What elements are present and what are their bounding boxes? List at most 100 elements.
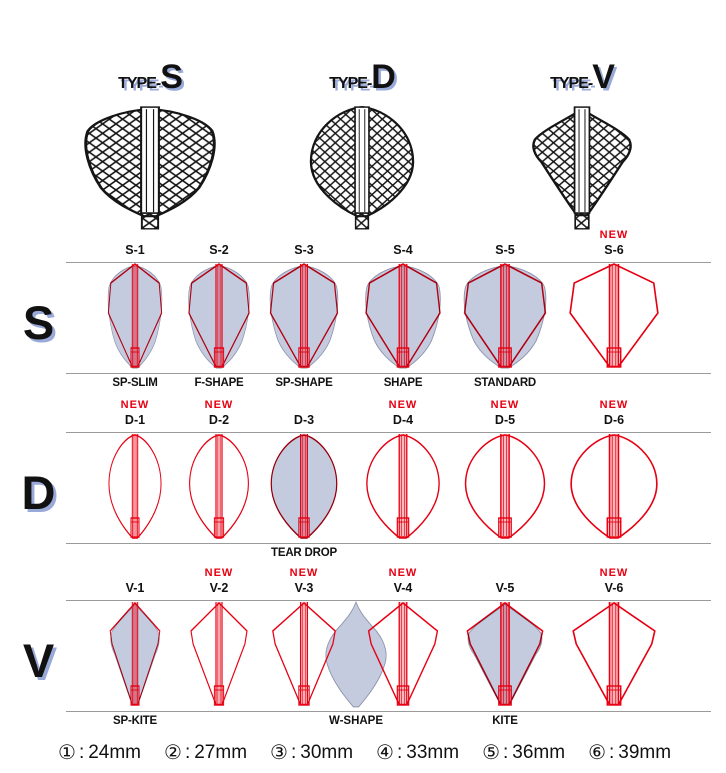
drawing-shaft xyxy=(354,106,370,214)
size-legend-item-6: ⑥ : 39mm xyxy=(588,740,671,765)
shaft-graphic xyxy=(130,434,140,538)
new-badge-D-5: NEW xyxy=(490,399,520,411)
flight-cell-S-4: S-4 SHAPE xyxy=(360,229,446,391)
flight-outline xyxy=(570,434,658,539)
size-legend-item-4: ④ : 33mm xyxy=(376,740,459,765)
flight-cell-S-3: S-3 SP-SHAPE xyxy=(265,229,343,391)
size-legend-item-1: ① : 24mm xyxy=(58,740,141,765)
type-d-drawing xyxy=(309,106,415,230)
type-s-heading: TYPE-S xyxy=(85,58,215,97)
new-badge-V-1 xyxy=(133,567,137,580)
flight-label-D-1 xyxy=(134,545,137,561)
new-badge-S-3 xyxy=(302,229,306,242)
shaft-graphic xyxy=(213,602,225,706)
flight-id-V-2: V-2 xyxy=(209,581,229,595)
flight-cell-S-2: S-2 F-SHAPE xyxy=(184,229,254,391)
legend-size-value: 39mm xyxy=(618,741,672,763)
flight-D-2 xyxy=(189,434,249,539)
flight-D-6 xyxy=(570,434,658,539)
legend-separator: : xyxy=(184,741,191,763)
circled-number-icon: ⑤ xyxy=(482,742,500,764)
flight-outline xyxy=(464,434,546,539)
flight-cell-V-3: NEW V-3 xyxy=(265,567,343,729)
shaft-graphic xyxy=(606,602,622,706)
legend-size-value: 27mm xyxy=(194,741,248,763)
flight-label-S-4: SHAPE xyxy=(383,377,423,389)
row-letter-V: V xyxy=(22,634,54,687)
type-v-heading: TYPE-V xyxy=(517,58,647,97)
new-badge-S-4 xyxy=(401,229,405,242)
new-badge-V-6: NEW xyxy=(599,567,629,579)
row-letter-S: S xyxy=(22,296,54,349)
row-V-top-rule xyxy=(66,600,711,601)
shaft-graphic xyxy=(298,434,310,538)
flight-id-D-2: D-2 xyxy=(208,413,230,427)
legend-separator: : xyxy=(503,741,509,763)
flight-V-3 xyxy=(272,602,336,706)
new-badge-S-6: NEW xyxy=(599,229,629,241)
flight-id-S-1: S-1 xyxy=(125,243,145,257)
flight-cell-D-4: NEW D-4 xyxy=(360,399,446,561)
w-shape-label: W-SHAPE xyxy=(328,715,384,727)
flight-S-6 xyxy=(569,263,659,368)
shaft-graphic xyxy=(498,602,512,706)
flight-label-V-1: SP-KITE xyxy=(113,715,157,727)
flight-cell-V-6: NEW V-6 xyxy=(563,567,665,729)
legend-size-value: 36mm xyxy=(512,741,566,763)
flight-label-D-6 xyxy=(613,545,616,561)
circled-number-icon: ③ xyxy=(270,742,288,764)
flight-id-V-4: V-4 xyxy=(393,581,413,595)
new-badge-D-1: NEW xyxy=(120,399,150,411)
type-d-prefix: TYPE- xyxy=(329,75,372,92)
flight-cell-S-5: S-5 STANDARD xyxy=(458,229,552,391)
flight-cell-D-1: NEW D-1 xyxy=(104,399,166,561)
drawing-shaft xyxy=(573,106,591,214)
type-d-heading: TYPE-D xyxy=(297,58,427,97)
flight-V-4 xyxy=(367,602,439,706)
type-v-drawing xyxy=(532,106,632,230)
drawing-protector xyxy=(574,212,590,230)
size-legend-item-5: ⑤ : 36mm xyxy=(482,740,565,765)
new-badge-D-4: NEW xyxy=(388,399,418,411)
drawing-protector xyxy=(354,212,370,230)
flight-label-S-3: SP-SHAPE xyxy=(275,377,333,389)
flight-cell-V-2: NEW V-2 xyxy=(184,567,254,729)
row-S-top-rule xyxy=(66,262,711,263)
shaft-graphic xyxy=(396,264,410,368)
flight-V-6 xyxy=(572,602,656,706)
flight-cell-V-1: V-1 SP-KITE xyxy=(104,567,166,729)
new-badge-V-2: NEW xyxy=(204,567,234,579)
new-badge-S-5 xyxy=(503,229,507,242)
flight-id-S-5: S-5 xyxy=(495,243,515,257)
flight-V-2 xyxy=(190,602,248,706)
flight-label-V-5: KITE xyxy=(492,715,518,727)
type-s-letter: S xyxy=(160,58,183,96)
flight-D-4 xyxy=(366,434,440,539)
flight-id-D-1: D-1 xyxy=(124,413,146,427)
flight-id-S-2: S-2 xyxy=(209,243,229,257)
new-badge-D-6: NEW xyxy=(599,399,629,411)
flight-id-V-5: V-5 xyxy=(495,581,515,595)
flight-D-5 xyxy=(464,434,546,539)
size-legend-item-3: ③ : 30mm xyxy=(270,740,353,765)
row-V-bottom-rule xyxy=(66,711,711,712)
flight-label-S-6 xyxy=(613,375,616,391)
type-d-letter: D xyxy=(371,58,396,96)
new-badge-D-2: NEW xyxy=(204,399,234,411)
shaft-graphic xyxy=(298,264,310,368)
flight-S-1 xyxy=(107,263,163,369)
shaft-graphic xyxy=(498,264,512,368)
drawing-protector xyxy=(140,212,160,230)
legend-separator: : xyxy=(78,741,85,763)
flight-outline xyxy=(189,434,249,539)
shaft-graphic xyxy=(606,434,622,538)
legend-size-value: 30mm xyxy=(300,741,354,763)
flight-V-5 xyxy=(466,602,544,706)
flight-cell-S-6: NEW S-6 xyxy=(563,229,665,391)
flight-label-V-4 xyxy=(402,713,405,729)
flight-label-V-6 xyxy=(613,713,616,729)
flight-cell-S-1: S-1 SP-SLIM xyxy=(104,229,166,391)
legend-separator: : xyxy=(290,741,297,763)
flight-id-V-6: V-6 xyxy=(604,581,624,595)
flight-id-D-3: D-3 xyxy=(293,413,315,427)
